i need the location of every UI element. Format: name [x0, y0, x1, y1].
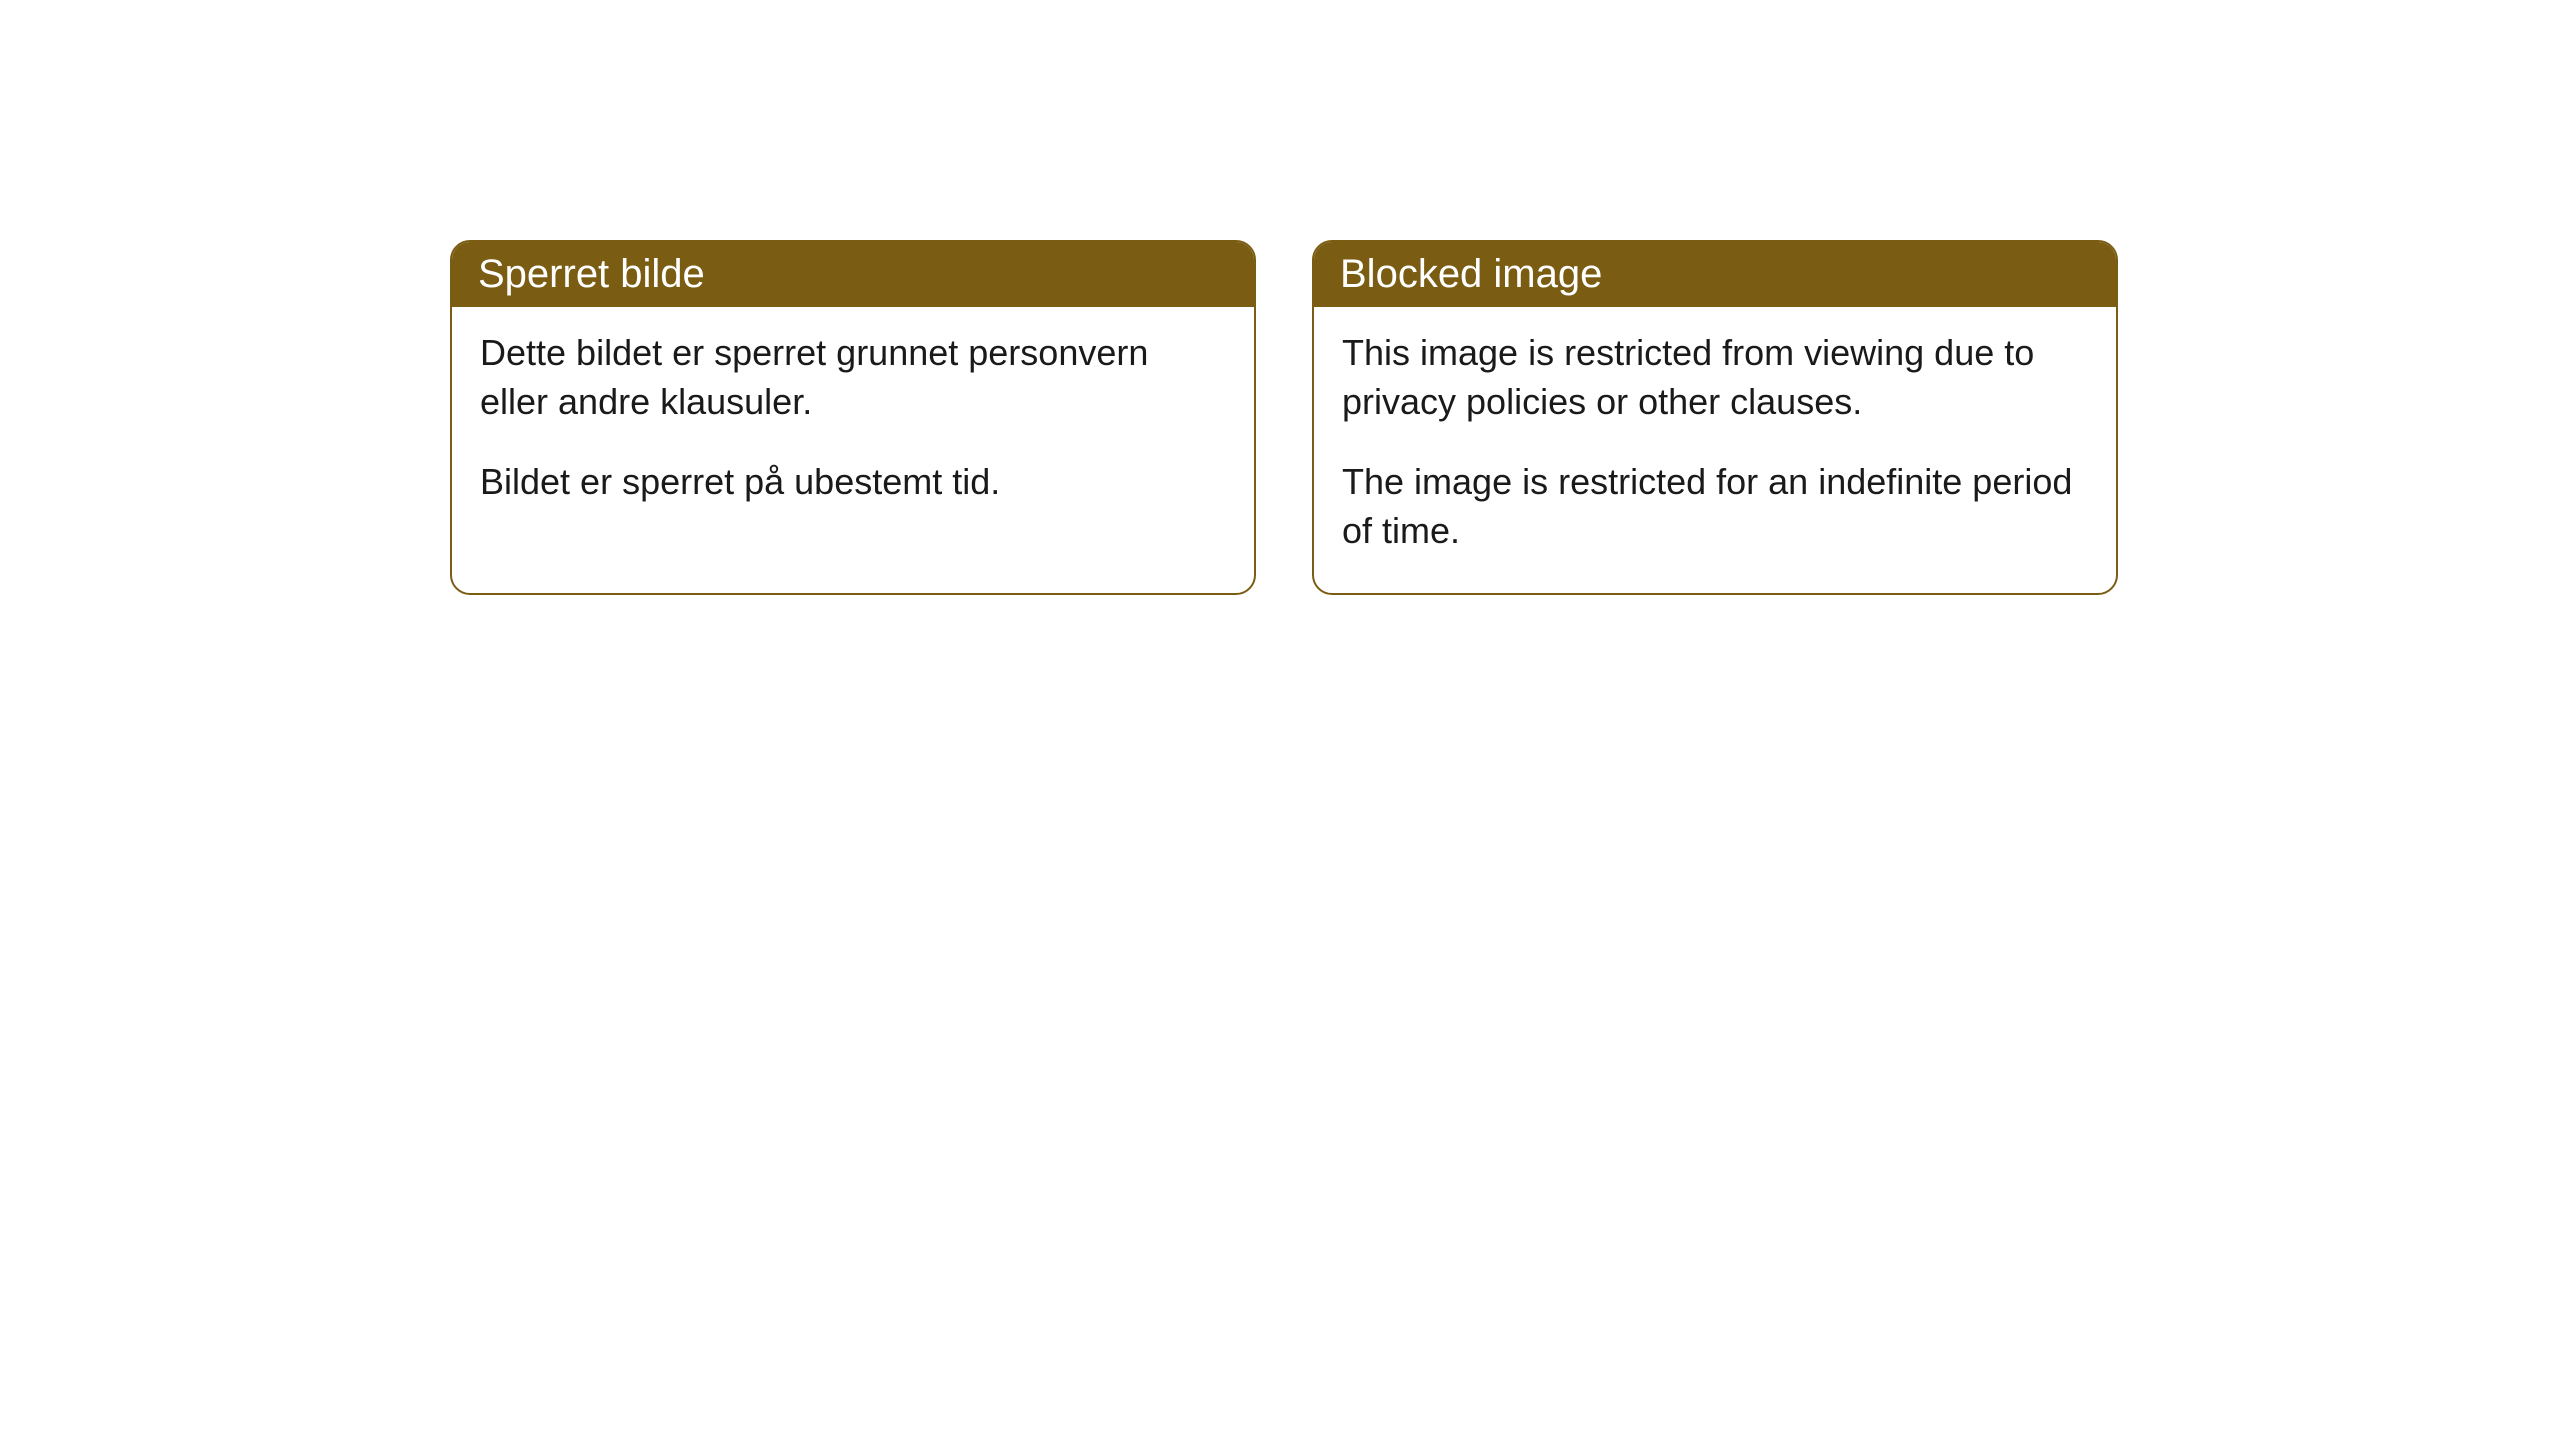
card-body: Dette bildet er sperret grunnet personve…	[452, 307, 1254, 545]
card-header: Blocked image	[1314, 242, 2116, 307]
notice-cards-container: Sperret bilde Dette bildet er sperret gr…	[450, 240, 2118, 595]
card-paragraph-1: Dette bildet er sperret grunnet personve…	[480, 329, 1226, 426]
card-paragraph-2: The image is restricted for an indefinit…	[1342, 458, 2088, 555]
card-title: Blocked image	[1340, 252, 1602, 296]
card-body: This image is restricted from viewing du…	[1314, 307, 2116, 593]
card-paragraph-2: Bildet er sperret på ubestemt tid.	[480, 458, 1226, 507]
card-title: Sperret bilde	[478, 252, 705, 296]
card-header: Sperret bilde	[452, 242, 1254, 307]
blocked-image-card-english: Blocked image This image is restricted f…	[1312, 240, 2118, 595]
blocked-image-card-norwegian: Sperret bilde Dette bildet er sperret gr…	[450, 240, 1256, 595]
card-paragraph-1: This image is restricted from viewing du…	[1342, 329, 2088, 426]
